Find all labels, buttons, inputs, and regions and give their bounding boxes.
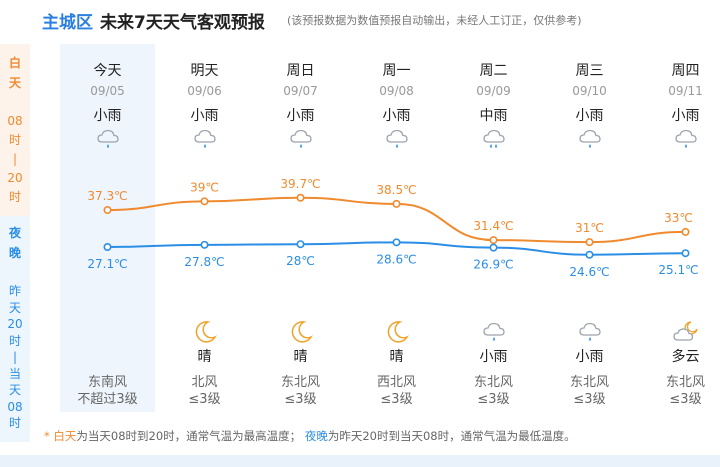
day-condition: 小雨 bbox=[382, 108, 411, 124]
weekday-label: 周日 bbox=[286, 63, 315, 79]
night-condition: 小雨 bbox=[479, 349, 508, 365]
day-condition: 小雨 bbox=[190, 108, 219, 124]
side-label-char: 08 bbox=[7, 114, 23, 128]
side-label-char: 20 bbox=[7, 171, 23, 185]
light-rain-icon bbox=[94, 127, 122, 151]
day-condition: 小雨 bbox=[575, 108, 604, 124]
light-rain-icon bbox=[576, 320, 604, 344]
wind-direction: 北风 bbox=[191, 375, 218, 390]
weekday-label: 周一 bbox=[382, 63, 411, 79]
footnote-night-text: 为昨天20时到当天08时，通常气温为最低温度。 bbox=[327, 429, 576, 443]
side-label-char: 天 bbox=[8, 300, 21, 315]
light-rain-icon bbox=[480, 320, 508, 344]
wind-direction: 东北风 bbox=[569, 375, 609, 390]
day-condition: 小雨 bbox=[286, 108, 315, 124]
light-rain-icon bbox=[672, 127, 700, 151]
light-rain-icon bbox=[191, 127, 219, 151]
day-column: 今天 09/05 小雨东南风不超过3级 bbox=[60, 44, 155, 412]
wind-direction: 东北风 bbox=[280, 375, 320, 390]
date-label: 09/10 bbox=[572, 84, 607, 98]
light-rain-icon bbox=[576, 127, 604, 151]
side-label-char: 夜 bbox=[8, 226, 21, 240]
date-label: 09/09 bbox=[476, 84, 511, 98]
wind-level: ≤3级 bbox=[380, 392, 413, 407]
wind-direction: 东北风 bbox=[473, 375, 513, 390]
disclaimer-text: (该预报数据为数值预报自动输出，未经人工订正，仅供参考) bbox=[287, 14, 582, 27]
scroll-fade bbox=[704, 44, 720, 412]
date-label: 09/11 bbox=[668, 84, 703, 98]
wind-level: ≤3级 bbox=[477, 392, 510, 407]
district-label[interactable]: 主城区 bbox=[42, 13, 93, 33]
date-label: 09/06 bbox=[187, 84, 222, 98]
day-column: 周日 09/07 小雨晴东北风 ≤3级 bbox=[253, 44, 348, 412]
moderate-rain-icon bbox=[480, 127, 508, 151]
night-condition: 小雨 bbox=[575, 349, 604, 365]
footnote: * 白天为当天08时到20时，通常气温为最高温度； 夜晚为昨天20时到当天08时… bbox=[44, 428, 576, 444]
side-label-char: 当 bbox=[8, 366, 21, 381]
day-column: 周三 09/10 小雨 小雨 东北风 ≤3级 bbox=[542, 44, 637, 412]
wind-direction: 东南风 bbox=[87, 375, 127, 390]
footnote-day-text: 为当天08时到20时，通常气温为最高温度； bbox=[76, 429, 302, 443]
moon-icon bbox=[383, 320, 411, 344]
side-label-char: 昨 bbox=[8, 284, 21, 298]
night-condition: 多云 bbox=[671, 349, 700, 365]
wind-level: ≤3级 bbox=[669, 392, 702, 407]
moon-icon bbox=[191, 320, 219, 344]
wind-level: ≤3级 bbox=[573, 392, 606, 407]
side-label-char: 时 bbox=[8, 133, 21, 147]
forecast-title: 未来7天天气客观预报 bbox=[100, 13, 265, 33]
light-rain-icon bbox=[383, 127, 411, 151]
bottom-strip bbox=[0, 455, 720, 467]
weekday-label: 周二 bbox=[479, 63, 508, 79]
side-label-char: 天 bbox=[8, 383, 21, 397]
night-condition: 晴 bbox=[389, 349, 404, 365]
footnote-day-label: 白天 bbox=[53, 429, 77, 443]
footnote-star: * bbox=[44, 429, 50, 443]
wind-direction: 东北风 bbox=[665, 375, 705, 390]
side-label-char: | bbox=[12, 350, 18, 364]
day-column: 周一 09/08 小雨晴西北风 ≤3级 bbox=[349, 44, 444, 412]
day-column: 周四 09/11 小雨多云东北风 ≤3级 bbox=[638, 44, 720, 412]
day-condition: 小雨 bbox=[671, 108, 700, 124]
side-label-char: 天 bbox=[8, 76, 21, 90]
side-label-char: 时 bbox=[8, 190, 21, 204]
weekday-label: 周四 bbox=[671, 63, 700, 79]
wind-level: ≤3级 bbox=[284, 392, 317, 407]
side-label-char: 白 bbox=[8, 56, 21, 70]
wind-level: ≤3级 bbox=[188, 392, 221, 407]
day-condition: 小雨 bbox=[93, 108, 122, 124]
day-condition: 中雨 bbox=[479, 108, 508, 124]
day-side-label: 白天 08 时 | 20 时 bbox=[0, 44, 30, 216]
night-side-label: 夜晚昨天 20 时 | 当天 08 时 bbox=[0, 216, 30, 442]
weekday-label: 明天 bbox=[190, 63, 219, 79]
wind-level: 不超过3级 bbox=[77, 392, 138, 407]
light-rain-icon bbox=[287, 127, 315, 151]
night-condition: 晴 bbox=[293, 349, 308, 365]
side-label-char: 08 bbox=[7, 399, 23, 414]
date-label: 09/07 bbox=[283, 84, 318, 98]
weekday-label: 周三 bbox=[575, 63, 604, 79]
night-condition: 晴 bbox=[197, 349, 212, 365]
side-label-char: | bbox=[12, 152, 18, 166]
side-label-char: 晚 bbox=[8, 246, 21, 260]
day-column: 明天 09/06 小雨晴北风 ≤3级 bbox=[157, 44, 252, 412]
title-bar: 主城区 未来7天天气客观预报 (该预报数据为数值预报自动输出，未经人工订正，仅供… bbox=[0, 0, 720, 40]
footnote-night-label: 夜晚 bbox=[304, 429, 328, 443]
weekday-label: 今天 bbox=[93, 63, 122, 79]
date-label: 09/05 bbox=[90, 84, 125, 98]
partly-cloudy-night-icon bbox=[672, 320, 700, 344]
side-label-char: 时 bbox=[8, 333, 21, 348]
date-label: 09/08 bbox=[379, 84, 414, 98]
side-label-char: 时 bbox=[8, 416, 21, 430]
day-column: 周二 09/09 中雨小雨东北风 ≤3级 bbox=[446, 44, 541, 412]
moon-icon bbox=[287, 320, 315, 344]
side-label-char: 20 bbox=[7, 317, 23, 331]
wind-direction: 西北风 bbox=[376, 375, 416, 390]
